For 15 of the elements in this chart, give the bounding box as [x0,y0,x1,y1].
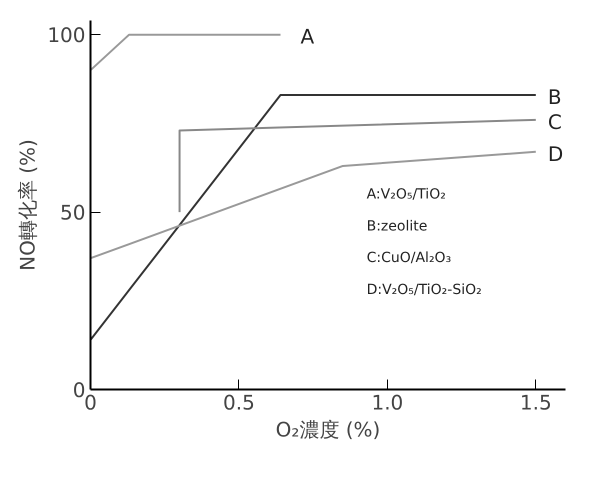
annotation: A:V₂O₅/TiO₂ [366,186,446,202]
x-tick-label: 1.5 [520,390,552,414]
y-axis-title: NO轉化率 (%) [15,139,40,271]
annotation: D:V₂O₅/TiO₂-SiO₂ [366,282,482,298]
series-label: D [548,142,564,166]
annotation: B:zeolite [366,218,428,234]
x-axis-title: O₂濃度 (%) [276,418,380,442]
annotation: C:CuO/Al₂O₃ [366,250,452,266]
x-tick-label: 1.0 [371,390,404,414]
series-label: A [300,24,314,49]
x-tick-label: 0.5 [223,390,255,414]
y-tick-label: 50 [60,200,86,225]
series-label: C [548,110,562,134]
y-tick-label: 100 [47,23,86,48]
series-label: B [548,85,562,110]
